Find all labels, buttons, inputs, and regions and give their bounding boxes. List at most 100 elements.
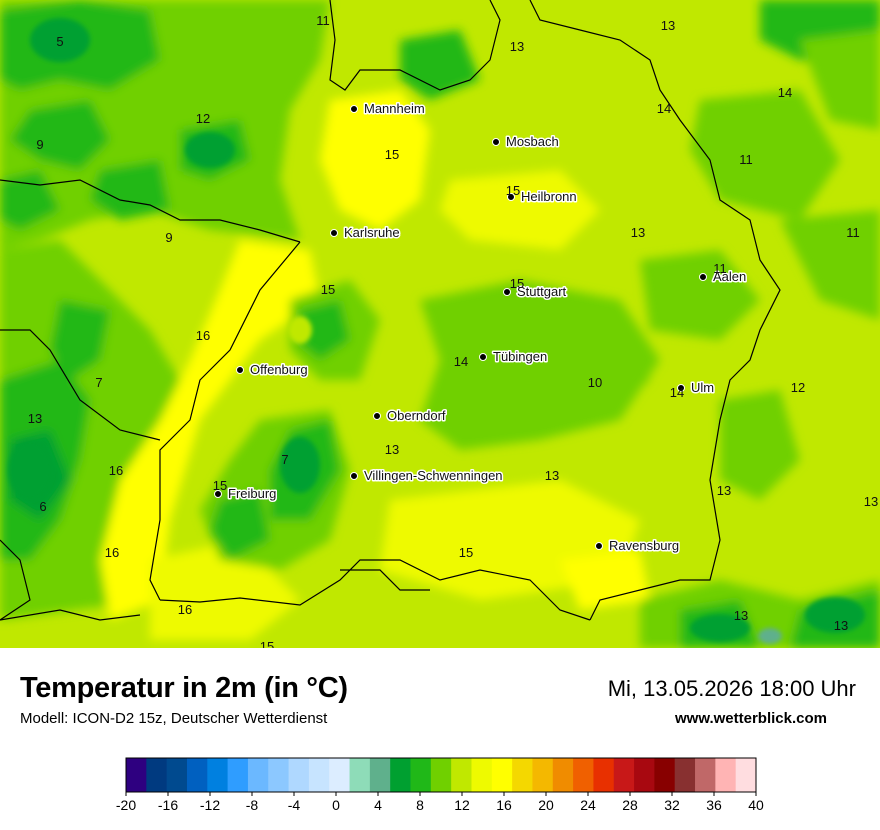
temperature-value: 15 <box>506 183 520 198</box>
temperature-value: 14 <box>778 85 792 100</box>
temperature-value: 11 <box>713 261 727 276</box>
temperature-value: 11 <box>846 225 860 240</box>
website-link[interactable]: www.wetterblick.com <box>675 710 827 727</box>
city-dot <box>699 273 707 281</box>
map-title: Temperatur in 2m (in °C) <box>20 672 348 704</box>
color-scale-border <box>125 757 757 793</box>
temperature-labels: 11 13 13 5 14 14 12 15 9 11 15 9 13 11 15 11 15 16 14 7 10 14… <box>28 13 878 648</box>
color-scale-swatch <box>695 758 716 792</box>
temperature-value: 14 <box>657 101 671 116</box>
color-scale-swatch <box>593 758 615 792</box>
color-scale-swatch <box>247 758 269 792</box>
color-scale-swatch <box>532 758 554 792</box>
city-marker: Stuttgart <box>503 283 568 301</box>
color-scale-swatch <box>634 758 655 792</box>
temperature-value: 14 <box>670 385 684 400</box>
color-scale-swatch <box>512 758 533 792</box>
temperature-value: 13 <box>631 225 645 240</box>
temperature-value: 10 <box>588 375 602 390</box>
color-scale-swatch <box>166 758 188 792</box>
color-scale-swatch <box>613 758 635 792</box>
city-marker: Freiburg <box>214 485 278 503</box>
color-scale-swatch <box>735 758 757 792</box>
city-label: Heilbronn <box>521 189 577 204</box>
color-scale-tick-label: 32 <box>664 797 680 813</box>
city-label: Ravensburg <box>609 538 679 553</box>
color-scale-tick-label: -16 <box>158 797 178 813</box>
city-dot <box>214 490 222 498</box>
city-label: Tübingen <box>493 349 547 364</box>
city-dot <box>350 472 358 480</box>
color-scale-tick-label: 24 <box>580 797 596 813</box>
city-marker: Oberndorf <box>373 407 447 425</box>
color-scale-swatch <box>349 758 371 792</box>
temperature-value: 15 <box>385 147 399 162</box>
color-scale-legend: -20 -16 -12 -8 -4 0 4 8 12 16 20 24 28 32 36 40 <box>116 757 764 813</box>
temperature-value: 5 <box>56 34 63 49</box>
temperature-value: 11 <box>316 13 330 28</box>
temperature-value: 13 <box>717 483 731 498</box>
color-scale-swatch <box>471 758 493 792</box>
color-scale-swatch <box>410 758 432 792</box>
color-scale-tick-label: -8 <box>246 797 259 813</box>
temperature-value: 15 <box>213 478 227 493</box>
color-scale-swatch <box>674 758 696 792</box>
color-scale-swatch <box>308 758 330 792</box>
city-marker: Villingen-Schwenningen <box>350 467 504 485</box>
temperature-field-detail <box>8 18 865 644</box>
city-label: Mannheim <box>364 101 425 116</box>
temperature-value: 12 <box>791 380 805 395</box>
map-canvas: Mannheim Mosbach Heilbronn Karlsruhe Aalen St… <box>0 0 880 648</box>
temperature-map: Mannheim Mosbach Heilbronn Karlsruhe Aalen St… <box>0 0 880 648</box>
map-footer: Temperatur in 2m (in °C) Modell: ICON-D2… <box>0 648 880 830</box>
color-scale-swatch <box>451 758 472 792</box>
temperature-value: 16 <box>196 328 210 343</box>
color-scale-tick-label: 4 <box>374 797 382 813</box>
color-scale-swatch <box>552 758 574 792</box>
country-borders <box>0 0 781 621</box>
city-dot <box>330 229 338 237</box>
temperature-value: 15 <box>321 282 335 297</box>
city-dot <box>503 288 511 296</box>
temperature-value: 16 <box>178 602 192 617</box>
city-label: Ulm <box>691 380 714 395</box>
color-scale-swatch <box>390 758 412 792</box>
color-scale-swatch <box>227 758 249 792</box>
color-scale-swatch <box>430 758 452 792</box>
color-scale-tick-label: 12 <box>454 797 470 813</box>
color-scale-swatch <box>186 758 208 792</box>
city-dot <box>236 366 244 374</box>
city-dot <box>492 138 500 146</box>
city-label: Aalen <box>713 269 746 284</box>
temperature-field <box>0 0 880 648</box>
color-scale-swatch <box>146 758 168 792</box>
color-scale-tick-label: 0 <box>332 797 340 813</box>
color-scale-tick-label: -12 <box>200 797 220 813</box>
city-marker: Heilbronn <box>507 188 578 206</box>
temperature-value: 12 <box>196 111 210 126</box>
color-scale-tick-label: 8 <box>416 797 424 813</box>
color-scale-swatch <box>126 758 147 792</box>
color-scale-swatch <box>654 758 676 792</box>
temperature-value: 15 <box>260 639 274 648</box>
color-scale-tick-label: 36 <box>706 797 722 813</box>
temperature-value: 14 <box>454 354 468 369</box>
temperature-value: 9 <box>36 137 43 152</box>
temperature-value: 13 <box>734 608 748 623</box>
city-label: Offenburg <box>250 362 308 377</box>
temperature-value: 11 <box>739 152 753 167</box>
temperature-value: 13 <box>661 18 675 33</box>
city-marker: Aalen <box>699 268 748 286</box>
temperature-value: 16 <box>109 463 123 478</box>
temperature-value: 13 <box>510 39 524 54</box>
color-scale-tick-label: 16 <box>496 797 512 813</box>
city-label: Freiburg <box>228 486 276 501</box>
city-marker: Tübingen <box>479 348 549 366</box>
temperature-value: 13 <box>28 411 42 426</box>
temperature-value: 13 <box>834 618 848 633</box>
city-marker: Ulm <box>677 379 716 397</box>
city-layer: Mannheim Mosbach Heilbronn Karlsruhe Aalen St… <box>214 100 748 555</box>
temperature-value: 7 <box>95 375 102 390</box>
temperature-value: 16 <box>105 545 119 560</box>
color-scale-tick-label: 20 <box>538 797 554 813</box>
